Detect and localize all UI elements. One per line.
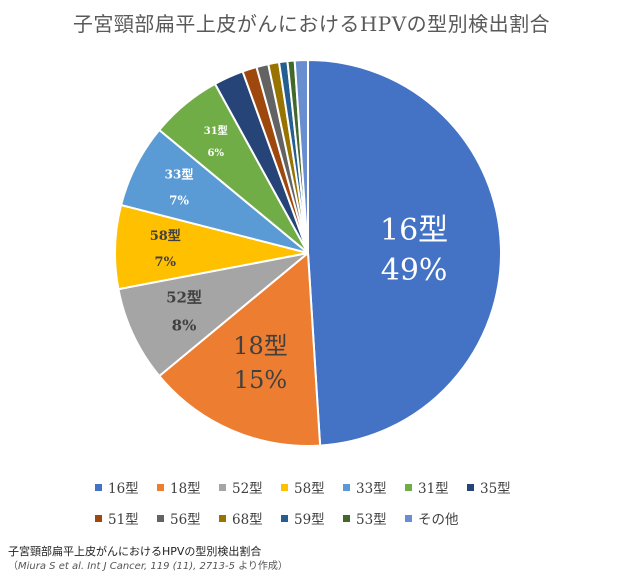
slice-value-label-2: 8% [172,317,197,335]
pie-slice-0 [307,58,502,447]
caption-title: 子宮頸部扁平上皮がんにおけるHPVの型別検出割合 [8,545,262,558]
legend-swatch [95,483,102,491]
legend-item: 68型 [219,508,263,528]
legend-label: 16型 [108,481,139,497]
chart-title: 子宮頸部扁平上皮がんにおけるHPVの型別検出割合 [72,12,551,36]
legend-label: 51型 [108,512,139,528]
slice-name-label-1: 18型 [233,332,288,360]
legend-swatch [219,483,226,491]
legend-label: その他 [418,512,459,528]
pie-chart: 16型 49% 18型 15% 52型 8% 58型 7% 33型 7% 31型 6% [114,58,502,447]
legend-label: 31型 [418,481,449,497]
legend-label: 18型 [170,481,201,497]
chart-frame: 子宮頸部扁平上皮がんにおけるHPVの型別検出割合 16型 49% 18型 15% 52型… [0,12,623,528]
legend-row-0: 16型 18型 52型 58型 33型 31型 35型 [0,477,623,497]
legend-label: 35型 [480,481,511,497]
legend-swatch [219,514,226,522]
caption-reference: （Miura S et al. Int J Cancer, 119 (11), … [8,559,288,574]
legend-item: 53型 [343,508,387,528]
legend-label: 33型 [356,481,387,497]
slice-name-label-3: 58型 [150,228,181,244]
legend-swatch [281,483,288,491]
legend-item: 31型 [405,477,449,497]
caption-ref-citation: Miura S et al. Int J Cancer, 119 (11), 2… [18,561,235,572]
caption-ref-tail: より作成） [234,561,288,572]
pie-slice-12 [293,58,309,254]
legend-swatch [95,514,102,522]
slice-value-label-0: 49% [381,253,448,288]
slice-name-label-2: 52型 [166,289,202,307]
legend-item: 18型 [157,477,201,497]
slice-name-label-4: 33型 [165,166,194,181]
caption-ref-open: （ [8,561,18,572]
legend-item: 16型 [95,477,139,497]
legend-item: 35型 [467,477,511,497]
slice-name-label-5: 31型 [204,124,228,137]
slice-name-label-0: 16型 [380,213,448,248]
legend-swatch [157,483,164,491]
legend-swatch [343,514,350,522]
legend-item: 56型 [157,508,201,528]
legend-label: 58型 [294,481,325,497]
slice-value-label-4: 7% [169,193,189,207]
pie-slice-2 [117,252,309,378]
legend-swatch [281,514,288,522]
legend-swatch [343,483,350,491]
legend-row-1: 51型 56型 68型 59型 53型 その他 [0,508,623,528]
slice-value-label-5: 6% [207,148,224,159]
slice-value-label-3: 7% [155,255,177,270]
figure-caption: 子宮頸部扁平上皮がんにおけるHPVの型別検出割合 （Miura S et al.… [8,544,288,574]
legend-item: 33型 [343,477,387,497]
legend-item: 51型 [95,508,139,528]
legend-label: 53型 [356,512,387,528]
pie-slice-1 [157,250,322,447]
legend-label: 52型 [232,481,263,497]
slice-value-label-1: 15% [234,366,287,394]
legend-swatch [157,514,164,522]
legend-label: 59型 [294,512,325,528]
legend-swatch [467,483,474,491]
legend-label: 56型 [170,512,201,528]
legend-item: 59型 [281,508,325,528]
legend-swatch [405,483,412,491]
legend-label: 68型 [232,512,263,528]
legend-item: 52型 [219,477,263,497]
legend-item: その他 [405,508,459,528]
legend-item: 58型 [281,477,325,497]
legend-swatch [405,514,412,522]
